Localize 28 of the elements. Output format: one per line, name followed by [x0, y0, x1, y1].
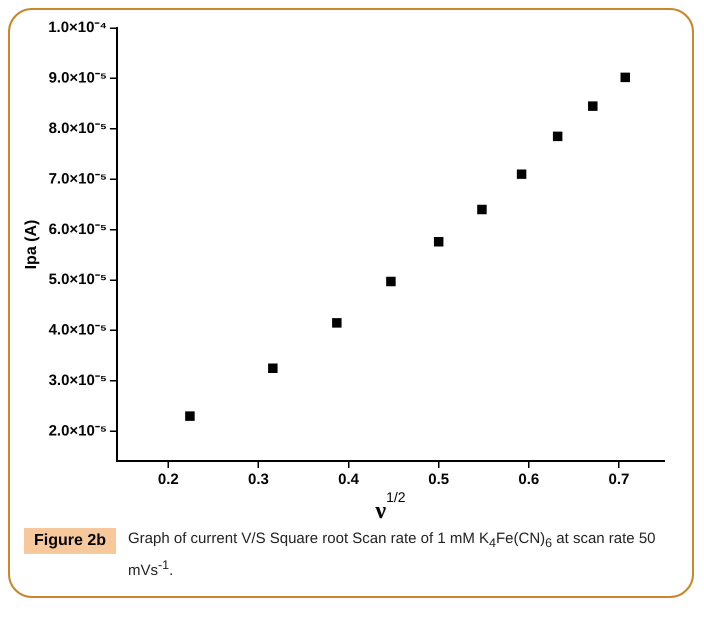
y-tick-label: 8.0×10⁻⁵: [48, 120, 107, 137]
y-tick-label: 2.0×10⁻⁵: [48, 422, 107, 440]
point: [434, 236, 444, 246]
y-tick-label: 3.0×10⁻⁵: [48, 372, 107, 389]
x-tick-label: 0.7: [608, 471, 630, 488]
y-tick-label: 9.0×10⁻⁵: [48, 70, 107, 87]
text: Graph of current V/S Square root Scan rate of 1 mM K$_{4}$Fe(CN)$_{6}$ at scan rate 50 mVs$^{-1}$.: [128, 530, 656, 579]
point: [477, 204, 487, 214]
y-axis-title: Ipa (A): [23, 220, 40, 270]
y-tick-label: 5.0×10⁻⁵: [48, 271, 107, 288]
y-tick-label: 6.0×10⁻⁵: [48, 220, 107, 238]
point: [185, 411, 195, 421]
point: [386, 276, 396, 286]
point: [552, 132, 562, 142]
y-tick-label: 4.0×10⁻⁵: [48, 322, 107, 339]
x-tick-label: 0.4: [338, 471, 360, 488]
x-tick-label: 0.5: [428, 471, 450, 488]
y-tick-label: 1.0×10⁻⁴: [48, 19, 107, 36]
x-tick-label: 0.6: [518, 471, 540, 488]
point: [332, 318, 342, 328]
point: [268, 364, 278, 373]
caption: Figure 2b: [24, 528, 116, 554]
point: [516, 169, 526, 179]
point: [620, 72, 630, 82]
point: [588, 101, 598, 111]
y-tick-label: 7.0×10⁻⁵: [48, 170, 107, 188]
x-tick-label: 0.2: [158, 471, 179, 488]
x-tick-label: 0.3: [248, 471, 269, 488]
